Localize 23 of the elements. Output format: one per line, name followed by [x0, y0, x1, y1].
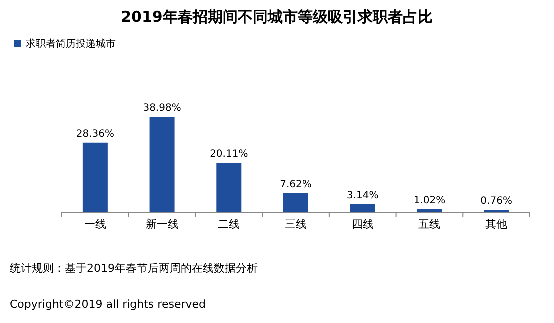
x-tick-label: 二线 [218, 218, 240, 231]
bar [82, 142, 108, 212]
data-label: 38.98% [143, 103, 182, 114]
legend-label: 求职者简历投递城市 [26, 38, 116, 50]
x-tick-label: 新一线 [146, 218, 179, 231]
x-tick-label: 五线 [418, 218, 441, 231]
text: 统计规则：基于2019年春节后两周的在线数据分析 [10, 262, 258, 275]
data-label: 3.14% [346, 190, 379, 202]
text: Copyright©2019 all rights reserved [10, 298, 206, 311]
bar [150, 117, 175, 212]
x-tick-label: 其他 [486, 218, 508, 231]
data-label: 28.36% [76, 128, 114, 140]
bar [284, 193, 308, 212]
data-label: 20.11% [210, 148, 248, 160]
bar [350, 204, 376, 212]
x-tick-label: 三线 [285, 218, 307, 231]
chart-title: 2019年春招期间不同城市等级吸引求职者占比 [121, 8, 433, 26]
x-tick-label: 四线 [352, 218, 374, 231]
data-label: 7.62% [280, 179, 312, 190]
bar [216, 162, 242, 212]
data-label: 1.02% [414, 196, 446, 207]
data-label: 0.76% [480, 196, 512, 208]
x-tick-label: 一线 [84, 218, 106, 231]
